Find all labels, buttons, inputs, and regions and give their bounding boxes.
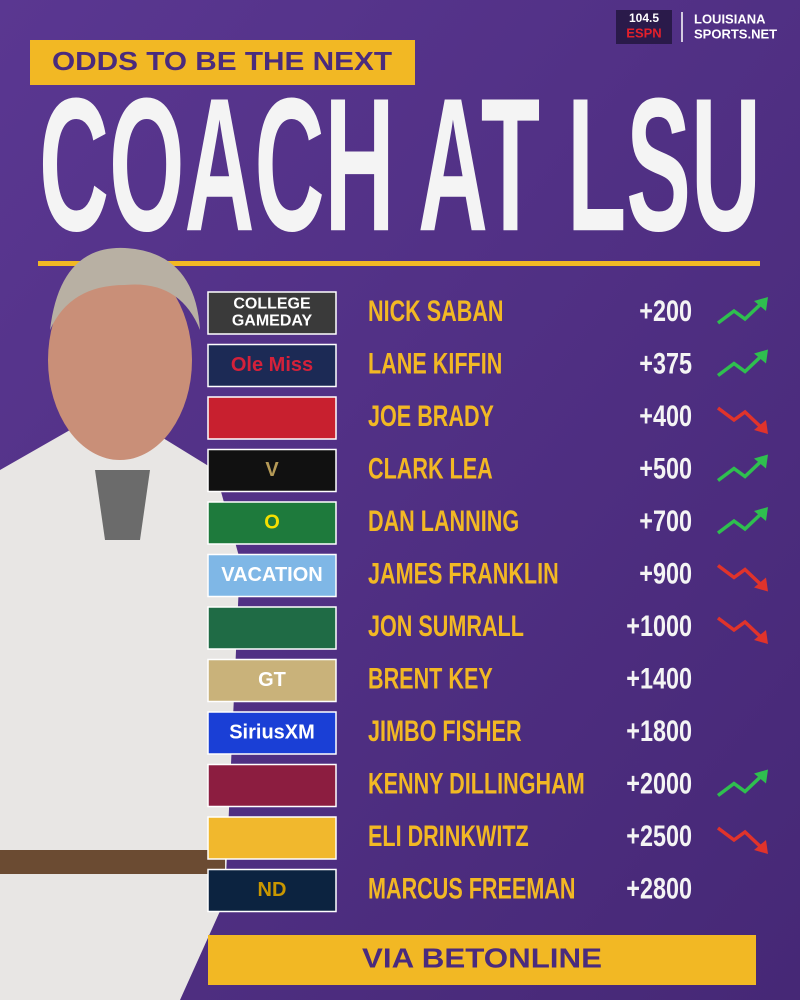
odds: +1000 (626, 609, 692, 642)
tile-text: V (265, 459, 279, 481)
brand-text: SPORTS.NET (694, 26, 777, 41)
coach-name: ELI DRINKWITZ (368, 818, 529, 852)
team-tile (207, 396, 337, 440)
coach-name: MARCUS FREEMAN (368, 871, 575, 905)
tile-text: GAMEDAY (232, 313, 313, 330)
odds: +400 (639, 399, 692, 432)
trend-arrow (716, 509, 766, 535)
coach-name: BRENT KEY (368, 661, 493, 695)
coach-name: NICK SABAN (368, 293, 504, 327)
odds: +2500 (626, 819, 692, 852)
tile-text: Ole Miss (231, 354, 313, 376)
rule (38, 261, 760, 266)
tile-text: VACATION (221, 564, 322, 586)
trend-arrow (716, 352, 766, 377)
team-tile (207, 501, 337, 545)
footer: VIA BETONLINE (362, 942, 602, 973)
coach-name: DAN LANNING (368, 503, 519, 537)
tile-text: O (264, 511, 280, 533)
trend-arrowhead (754, 630, 768, 644)
team-tile (207, 291, 337, 335)
tile-text: SiriusXM (229, 721, 315, 743)
team-tile (207, 763, 337, 808)
kicker-banner (30, 40, 415, 85)
brand-text: 104.5 (629, 11, 659, 25)
trend-arrow (716, 826, 766, 852)
odds: +700 (639, 504, 692, 537)
trend-arrow (716, 616, 766, 642)
odds: +1800 (626, 714, 692, 747)
team-tile (207, 606, 337, 650)
odds: +900 (639, 557, 692, 590)
team-tile (207, 343, 337, 388)
kicker: ODDS TO BE THE NEXT (52, 46, 392, 76)
trend-arrowhead (754, 840, 768, 854)
tile-text: GT (258, 669, 286, 691)
trend-arrowhead (754, 420, 768, 434)
trend-arrow (716, 772, 766, 797)
team-tile (207, 553, 337, 598)
odds: +2000 (626, 767, 692, 800)
footer-banner (208, 935, 756, 985)
coach-name: KENNY DILLINGHAM (368, 766, 585, 800)
team-tile (207, 711, 337, 755)
team-tile (207, 816, 337, 860)
odds: +500 (639, 452, 692, 485)
radio-logo (616, 10, 672, 44)
trend-arrow (716, 406, 766, 432)
coach-name: JIMBO FISHER (368, 713, 522, 747)
tile-text: ND (258, 879, 287, 901)
coach-name: JON SUMRALL (368, 608, 524, 642)
trend-arrowhead (754, 454, 768, 469)
odds: +1400 (626, 662, 692, 695)
odds: +200 (639, 294, 692, 327)
team-tile (207, 448, 337, 493)
coach-name: JOE BRADY (368, 398, 494, 432)
trend-arrowhead (754, 507, 768, 521)
brand-text: ESPN (626, 25, 661, 40)
trend-arrowhead (754, 349, 768, 364)
brand-text: LOUISIANA (694, 11, 766, 26)
coach-name: LANE KIFFIN (368, 346, 502, 380)
team-tile (207, 868, 337, 913)
trend-arrowhead (754, 297, 768, 311)
tile-text: COLLEGE (233, 296, 311, 313)
trend-arrowhead (754, 769, 768, 784)
team-tile (207, 658, 337, 703)
coach-name: CLARK LEA (368, 451, 493, 485)
trend-arrow (716, 299, 766, 325)
trend-arrow (716, 457, 766, 482)
odds: +2800 (626, 872, 692, 905)
odds: +375 (639, 347, 692, 380)
title: COACH AT LSU (39, 59, 761, 271)
trend-arrow (716, 564, 766, 589)
coach-name: JAMES FRANKLIN (368, 556, 559, 590)
trend-arrowhead (754, 577, 768, 592)
coach-photo (0, 247, 240, 1000)
